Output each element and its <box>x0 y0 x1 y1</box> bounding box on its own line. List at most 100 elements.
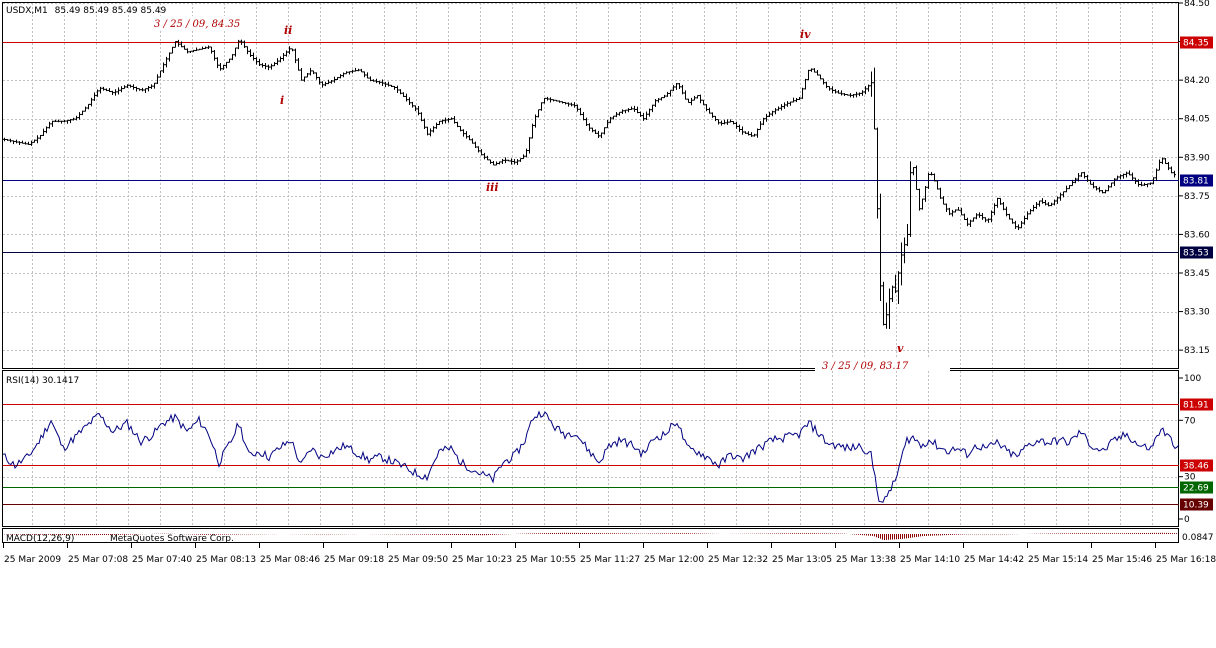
price-bar <box>516 159 519 166</box>
price-bar <box>45 126 48 134</box>
rsi-badge-22.69-bg <box>1180 481 1213 494</box>
level-badge-83.53-bg <box>1180 246 1213 259</box>
price-bar <box>1173 170 1176 178</box>
price-bar <box>375 78 378 84</box>
price-bar <box>405 93 408 102</box>
price-bar <box>354 67 357 72</box>
price-bar <box>762 117 765 126</box>
price-bar <box>591 127 594 133</box>
time-label: 25 Mar 10:23 <box>452 555 512 565</box>
price-bar <box>1107 184 1110 192</box>
price-bar <box>150 84 153 89</box>
macd-value-label: 0.0847 <box>1182 533 1214 543</box>
rsi-levels <box>3 404 1179 505</box>
wave-label-i: i <box>280 94 284 107</box>
rsi-badge-38.46-bg <box>1180 459 1213 472</box>
price-bar <box>123 85 126 90</box>
price-bar <box>810 68 813 72</box>
price-bar <box>432 126 435 133</box>
price-bar <box>231 54 234 61</box>
price-bar <box>654 98 657 108</box>
price-bar <box>540 102 543 111</box>
price-bar <box>1089 179 1092 185</box>
price-bar <box>609 116 612 124</box>
price-bar <box>978 212 981 218</box>
price-bar <box>915 165 918 190</box>
price-bar <box>132 84 135 90</box>
price-bar <box>927 172 930 189</box>
price-bar <box>651 104 654 113</box>
price-bar <box>387 81 390 87</box>
price-bar <box>744 131 747 134</box>
wave-label-iii: iii <box>486 181 499 194</box>
time-label: 25 Mar 14:10 <box>900 555 960 565</box>
price-bar <box>9 138 12 143</box>
price-bar <box>237 39 240 50</box>
rsi-grid <box>3 371 1179 527</box>
price-bar <box>36 135 39 144</box>
price-bar <box>561 101 564 104</box>
price-bar <box>528 137 531 154</box>
price-tick-label: 83.15 <box>1184 346 1210 356</box>
price-bar <box>942 196 945 205</box>
price-bar <box>780 104 783 111</box>
price-bar <box>735 121 738 129</box>
price-bar <box>711 112 714 118</box>
horizontal-levels <box>3 42 1179 253</box>
main-panel-frame <box>2 2 1179 369</box>
rsi-badge-38.46: 38.46 <box>1183 462 1209 472</box>
price-bar <box>954 209 957 213</box>
price-bar <box>603 127 606 135</box>
time-axis: 25 Mar 2009 25 Mar 07:08 25 Mar 07:40 25 Ma… <box>3 543 1216 565</box>
price-bar <box>1125 171 1128 178</box>
price-bar <box>42 128 45 137</box>
time-label: 25 Mar 09:18 <box>324 555 384 565</box>
wave-label-v: v <box>897 342 904 355</box>
price-bar <box>630 106 633 110</box>
price-bar <box>348 71 351 75</box>
price-bar <box>120 86 123 93</box>
price-bar <box>675 83 678 90</box>
price-bar <box>252 52 255 61</box>
time-label: 25 Mar 13:38 <box>836 555 896 565</box>
price-bar <box>57 119 60 123</box>
price-bar <box>273 62 276 67</box>
price-bar <box>948 207 951 216</box>
price-bar <box>612 115 615 120</box>
low-annotation: 3 / 25 / 09, 83.17 <box>822 361 909 372</box>
price-bar <box>450 117 453 120</box>
price-bar <box>534 114 537 128</box>
price-bar <box>645 111 648 120</box>
price-bar <box>765 113 768 122</box>
price-bar <box>933 173 936 182</box>
price-bar <box>897 271 900 305</box>
price-bar <box>363 71 366 78</box>
price-bar <box>831 86 834 94</box>
price-bar <box>108 88 111 93</box>
price-bar <box>423 118 426 129</box>
price-bar <box>207 45 210 50</box>
price-bars <box>3 39 1176 329</box>
price-bar <box>495 161 498 166</box>
price-bar <box>1119 174 1122 180</box>
copyright-notice: MetaQuotes Software Corp. <box>110 534 234 544</box>
price-bar <box>270 63 273 70</box>
price-bar <box>855 91 858 98</box>
time-label: 25 Mar 15:14 <box>1028 555 1088 565</box>
price-bar <box>276 58 279 66</box>
price-bar <box>414 105 417 112</box>
price-bar <box>285 50 288 57</box>
rsi-line <box>2 410 1180 503</box>
price-bar <box>189 50 192 53</box>
price-bar <box>147 86 150 92</box>
price-bar <box>807 69 810 81</box>
price-bar <box>210 46 213 54</box>
price-bar <box>690 97 693 106</box>
price-bar <box>1020 220 1023 229</box>
price-bar <box>816 69 819 76</box>
price-bar <box>648 108 651 117</box>
price-bar <box>1068 185 1071 190</box>
level-badge-83.81-bg <box>1180 174 1213 187</box>
price-bar <box>585 117 588 127</box>
price-bar <box>729 119 732 123</box>
